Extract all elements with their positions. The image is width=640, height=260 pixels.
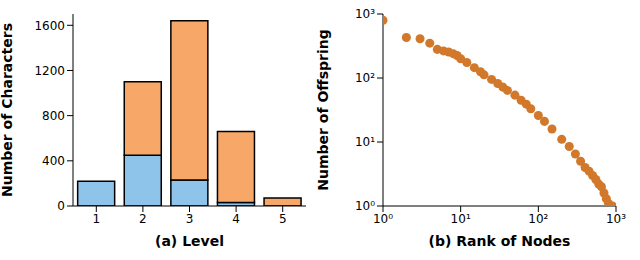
svg-text:10³: 10³ xyxy=(606,212,626,226)
svg-text:(a) Level: (a) Level xyxy=(155,233,224,249)
svg-text:10¹: 10¹ xyxy=(355,135,375,149)
svg-text:1600: 1600 xyxy=(34,19,65,33)
svg-text:0: 0 xyxy=(57,199,65,213)
svg-text:10²: 10² xyxy=(528,212,548,226)
svg-text:1200: 1200 xyxy=(34,64,65,78)
svg-text:10⁰: 10⁰ xyxy=(373,212,393,226)
svg-text:Number of Characters: Number of Characters xyxy=(0,23,15,197)
svg-text:10¹: 10¹ xyxy=(451,212,471,226)
svg-text:3: 3 xyxy=(186,212,194,226)
svg-text:800: 800 xyxy=(42,109,65,123)
svg-text:Number of Offspring: Number of Offspring xyxy=(316,29,331,190)
svg-text:(b) Rank of Nodes: (b) Rank of Nodes xyxy=(429,233,571,249)
svg-text:10⁰: 10⁰ xyxy=(355,199,375,213)
svg-text:2: 2 xyxy=(139,212,147,226)
svg-text:5: 5 xyxy=(279,212,287,226)
svg-text:1: 1 xyxy=(92,212,100,226)
svg-text:10³: 10³ xyxy=(355,7,375,21)
svg-text:10²: 10² xyxy=(355,71,375,85)
svg-text:4: 4 xyxy=(232,212,240,226)
svg-text:400: 400 xyxy=(42,154,65,168)
